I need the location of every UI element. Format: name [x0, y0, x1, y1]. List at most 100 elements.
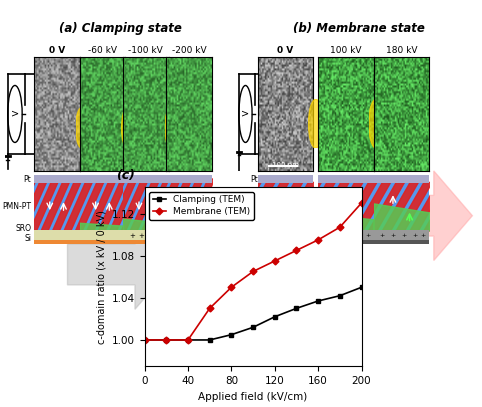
Text: SRO: SRO — [242, 225, 258, 234]
Clamping (TEM) — [250, 325, 256, 330]
Y-axis label: c-domain ratio (x kV / 0 kV): c-domain ratio (x kV / 0 kV) — [96, 210, 106, 344]
Text: -60 kV: -60 kV — [88, 46, 117, 55]
Bar — [166, 175, 212, 183]
Membrane (TEM) — [337, 225, 343, 230]
Ellipse shape — [308, 99, 323, 148]
Text: 0 V: 0 V — [49, 46, 65, 55]
Membrane (TEM) — [163, 337, 169, 342]
Text: +: + — [390, 233, 396, 239]
Line: Membrane (TEM): Membrane (TEM) — [142, 201, 364, 342]
Ellipse shape — [165, 107, 177, 148]
Bar — [80, 240, 125, 244]
Bar — [374, 182, 429, 230]
Membrane (TEM) — [315, 237, 321, 242]
Text: 0 V: 0 V — [278, 46, 294, 55]
Bar — [80, 175, 125, 183]
Text: SRO: SRO — [15, 225, 31, 234]
Membrane (TEM) — [294, 248, 299, 253]
Polygon shape — [366, 171, 472, 260]
Membrane (TEM) — [272, 258, 278, 263]
Clamping (TEM) — [142, 337, 147, 342]
Text: >: > — [11, 109, 19, 119]
Polygon shape — [67, 220, 174, 309]
Clamping (TEM) — [272, 314, 278, 319]
Text: +: + — [138, 233, 144, 239]
Bar — [258, 182, 313, 230]
Clamping (TEM) — [294, 306, 299, 311]
Membrane (TEM) — [207, 306, 213, 311]
Bar — [318, 230, 374, 241]
Bar — [166, 240, 212, 244]
Clamping (TEM) — [163, 337, 169, 342]
Text: 100 nm: 100 nm — [272, 162, 299, 168]
Text: +: + — [413, 233, 418, 239]
Bar — [374, 240, 429, 244]
Text: 100 kV: 100 kV — [330, 46, 362, 55]
Text: +: + — [173, 233, 178, 239]
Text: -100 kV: -100 kV — [128, 46, 163, 55]
Clamping (TEM) — [185, 337, 191, 342]
Text: Pt: Pt — [250, 236, 258, 245]
Bar — [258, 175, 313, 183]
Bar — [123, 178, 169, 230]
Text: (a) Clamping state: (a) Clamping state — [59, 22, 182, 35]
Text: -200 kV: -200 kV — [172, 46, 206, 55]
Text: +: + — [147, 233, 153, 239]
Text: PMN-PT: PMN-PT — [2, 201, 31, 211]
Bar — [123, 175, 169, 183]
Text: (c): (c) — [116, 168, 135, 182]
Text: Si: Si — [24, 234, 31, 243]
Membrane (TEM) — [185, 337, 191, 342]
Bar — [123, 230, 169, 241]
Text: +: + — [379, 233, 385, 239]
Membrane (TEM) — [250, 269, 256, 274]
Bar — [258, 240, 313, 244]
Clamping (TEM) — [207, 337, 213, 342]
Text: +: + — [335, 233, 340, 239]
Bar — [34, 230, 80, 241]
Text: +: + — [402, 233, 407, 239]
Text: +: + — [191, 233, 197, 239]
Bar — [80, 230, 125, 241]
Bar — [34, 240, 80, 244]
Ellipse shape — [369, 99, 383, 148]
Text: 180 kV: 180 kV — [386, 46, 417, 55]
Text: +: + — [324, 233, 329, 239]
Text: +: + — [346, 233, 351, 239]
Bar — [318, 175, 374, 183]
Bar — [318, 182, 374, 230]
Ellipse shape — [121, 107, 134, 148]
Line: Clamping (TEM): Clamping (TEM) — [142, 285, 364, 342]
Text: +: + — [365, 233, 371, 239]
Bar — [374, 175, 429, 183]
Bar — [374, 230, 429, 241]
Text: +: + — [157, 233, 162, 239]
Text: Pt: Pt — [250, 175, 258, 184]
Bar — [34, 178, 80, 230]
Text: Pt: Pt — [24, 175, 31, 184]
Membrane (TEM) — [142, 337, 147, 342]
Text: >: > — [241, 109, 250, 119]
Text: PMN-PT: PMN-PT — [229, 201, 258, 211]
Legend: Clamping (TEM), Membrane (TEM): Clamping (TEM), Membrane (TEM) — [149, 192, 254, 220]
Bar — [318, 240, 374, 244]
Text: +: + — [129, 233, 135, 239]
Bar — [166, 230, 212, 241]
Clamping (TEM) — [337, 293, 343, 298]
Bar — [123, 240, 169, 244]
Text: +: + — [200, 233, 206, 239]
Clamping (TEM) — [315, 299, 321, 304]
Text: +: + — [421, 233, 426, 239]
Text: (b) Membrane state: (b) Membrane state — [293, 22, 425, 35]
Bar — [258, 230, 313, 241]
Ellipse shape — [76, 107, 88, 148]
Text: +: + — [182, 233, 187, 239]
Bar — [166, 178, 212, 230]
X-axis label: Applied field (kV/cm): Applied field (kV/cm) — [199, 392, 308, 402]
Membrane (TEM) — [359, 201, 364, 206]
Membrane (TEM) — [228, 285, 234, 290]
Clamping (TEM) — [228, 332, 234, 337]
Text: +: + — [357, 233, 362, 239]
Bar — [34, 175, 80, 183]
Clamping (TEM) — [359, 285, 364, 290]
